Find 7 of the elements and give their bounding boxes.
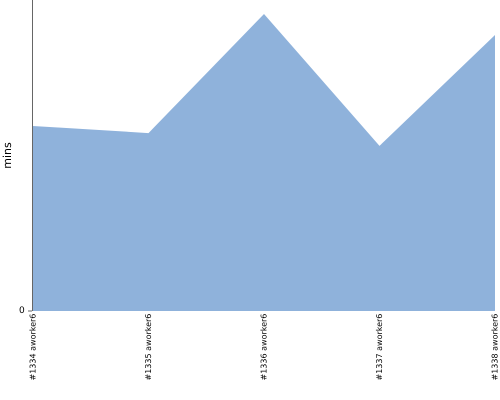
x-tick-label: #1336 aworker6 bbox=[260, 314, 269, 380]
annotation: 0 bbox=[19, 306, 25, 316]
x-tick-label: #1338 aworker6 bbox=[490, 314, 500, 380]
y-axis-title: mins bbox=[0, 142, 14, 169]
x-tick-label: #1334 aworker6 bbox=[28, 314, 38, 380]
x-tick-label: #1335 aworker6 bbox=[144, 314, 154, 380]
x-tick-label: #1337 aworker6 bbox=[375, 314, 384, 380]
